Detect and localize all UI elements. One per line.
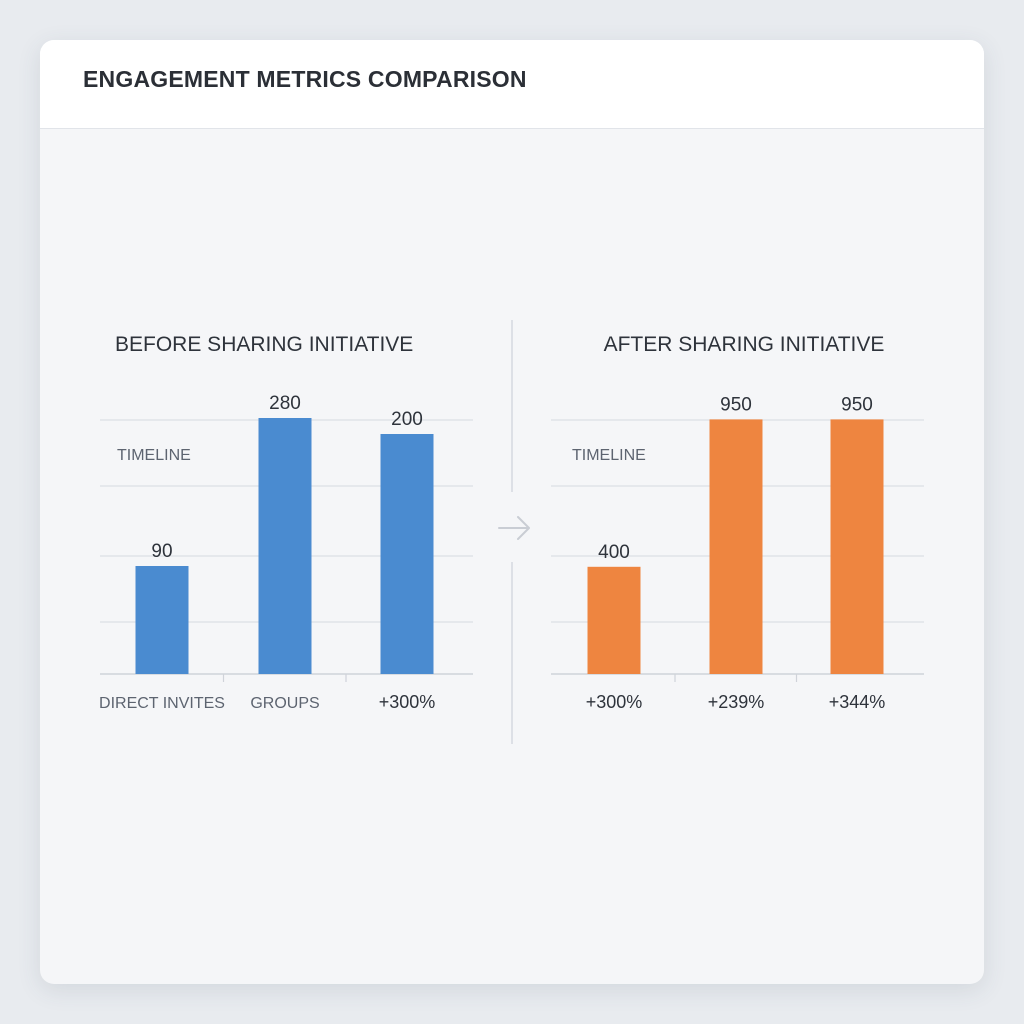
before-bar-2 xyxy=(258,418,312,674)
before-bar-1 xyxy=(135,566,189,674)
after-data-label-3: 950 xyxy=(841,394,873,415)
before-category-label-2: GROUPS xyxy=(250,695,319,712)
before-panel-title: BEFORE SHARING INITIATIVE xyxy=(115,333,413,356)
after-bar-1 xyxy=(587,566,641,674)
before-bar-3 xyxy=(380,434,434,674)
after-chart-panel: AFTER SHARING INITIATIVE TIMELINE 400 +300%… xyxy=(551,333,924,712)
arrow-right-icon xyxy=(498,516,530,540)
after-category-label-3: +344% xyxy=(829,692,886,712)
page-title: ENGAGEMENT METRICS COMPARISON xyxy=(83,66,527,92)
after-category-label-1: +300% xyxy=(586,692,643,712)
before-category-label-3: +300% xyxy=(379,692,436,712)
after-data-label-2: 950 xyxy=(720,394,752,415)
chart-card: ENGAGEMENT METRICS COMPARISON xyxy=(40,40,984,984)
before-data-label-1: 90 xyxy=(151,541,172,562)
before-chart-panel: BEFORE SHARING INITIATIVE TIMELINE 90 DIREC… xyxy=(99,333,473,712)
before-data-label-3: 200 xyxy=(391,409,423,430)
card-header: ENGAGEMENT METRICS COMPARISON xyxy=(40,40,984,129)
after-category-label-2: +239% xyxy=(708,692,765,712)
before-category-label-1: DIRECT INVITES xyxy=(99,695,225,712)
after-bar-3 xyxy=(830,419,884,674)
after-bar-2 xyxy=(709,419,763,674)
before-timeline-label: TIMELINE xyxy=(117,447,191,464)
after-timeline-label: TIMELINE xyxy=(572,447,646,464)
after-data-label-1: 400 xyxy=(598,542,630,563)
before-data-label-2: 280 xyxy=(269,393,301,414)
after-panel-title: AFTER SHARING INITIATIVE xyxy=(604,333,885,356)
